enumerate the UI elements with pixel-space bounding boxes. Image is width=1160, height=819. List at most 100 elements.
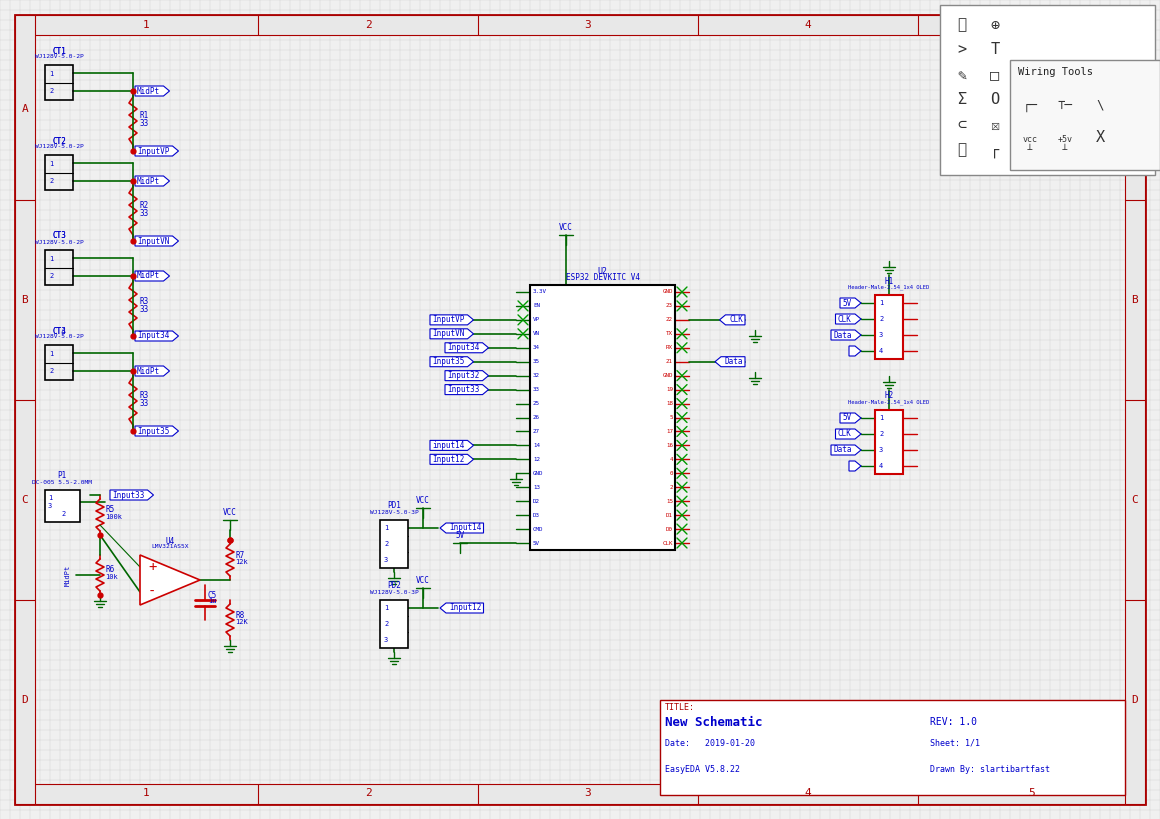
Text: New Schematic: New Schematic bbox=[665, 716, 762, 728]
Text: WJ128V-5.0-2P: WJ128V-5.0-2P bbox=[35, 334, 84, 340]
Text: PD2: PD2 bbox=[387, 581, 401, 590]
Bar bbox=[45, 65, 73, 100]
Text: ☒: ☒ bbox=[991, 117, 1000, 133]
Text: 1: 1 bbox=[48, 495, 52, 501]
Text: MidPt: MidPt bbox=[65, 564, 71, 586]
Text: 2: 2 bbox=[49, 178, 53, 184]
Text: 2: 2 bbox=[384, 621, 389, 627]
Text: R7: R7 bbox=[235, 550, 245, 559]
Polygon shape bbox=[445, 371, 488, 381]
Text: A: A bbox=[22, 104, 28, 114]
Text: C: C bbox=[1132, 495, 1138, 505]
Polygon shape bbox=[135, 146, 179, 156]
Text: 25: 25 bbox=[532, 401, 541, 406]
Text: InputVN: InputVN bbox=[137, 237, 169, 246]
Text: D3: D3 bbox=[532, 513, 541, 518]
Text: Header-Male-2.54_1x4 OLED: Header-Male-2.54_1x4 OLED bbox=[848, 284, 929, 290]
Text: TITLE:: TITLE: bbox=[665, 704, 695, 713]
Polygon shape bbox=[831, 445, 861, 455]
Text: GND: GND bbox=[532, 471, 544, 476]
Polygon shape bbox=[135, 176, 169, 186]
Text: 3: 3 bbox=[384, 557, 389, 563]
Bar bbox=[940, 5, 1155, 175]
Text: 2: 2 bbox=[61, 511, 65, 517]
Text: GND: GND bbox=[662, 289, 673, 295]
Text: 3: 3 bbox=[879, 332, 883, 338]
Text: 4: 4 bbox=[879, 463, 883, 469]
Text: Input12: Input12 bbox=[432, 455, 464, 464]
Text: 3: 3 bbox=[48, 503, 52, 509]
Text: Input12: Input12 bbox=[449, 604, 481, 613]
Text: 3: 3 bbox=[384, 637, 389, 643]
Text: Input33: Input33 bbox=[447, 385, 479, 394]
Text: CT3: CT3 bbox=[52, 232, 66, 241]
Bar bbox=[15, 15, 35, 804]
Text: Header-Male-2.54_1x4 OLED: Header-Male-2.54_1x4 OLED bbox=[848, 399, 929, 405]
Text: 0: 0 bbox=[669, 471, 673, 476]
Text: 33: 33 bbox=[139, 210, 148, 219]
Text: C: C bbox=[22, 495, 28, 505]
Text: VCC: VCC bbox=[416, 496, 430, 505]
Polygon shape bbox=[440, 523, 484, 533]
Bar bbox=[45, 345, 73, 380]
Bar bbox=[1125, 15, 1145, 804]
Text: InputVN: InputVN bbox=[432, 329, 464, 338]
Polygon shape bbox=[849, 346, 861, 356]
Polygon shape bbox=[849, 461, 861, 471]
Text: \: \ bbox=[1096, 98, 1104, 111]
Text: D1: D1 bbox=[666, 513, 673, 518]
Polygon shape bbox=[430, 455, 473, 464]
Bar bbox=[45, 155, 73, 190]
Text: 3: 3 bbox=[585, 20, 592, 30]
Text: Drawn By: slartibartfast: Drawn By: slartibartfast bbox=[930, 766, 1050, 775]
Polygon shape bbox=[835, 314, 861, 324]
Text: CMD: CMD bbox=[532, 527, 544, 532]
Text: B: B bbox=[22, 295, 28, 305]
Polygon shape bbox=[135, 86, 169, 96]
Text: D0: D0 bbox=[666, 527, 673, 532]
Text: CLK: CLK bbox=[662, 541, 673, 545]
Text: 1: 1 bbox=[143, 20, 150, 30]
Polygon shape bbox=[135, 236, 179, 246]
Text: WJ128V-5.0-2P: WJ128V-5.0-2P bbox=[35, 55, 84, 60]
Text: CLK: CLK bbox=[838, 314, 851, 324]
Text: ESP32 DEVKITC V4: ESP32 DEVKITC V4 bbox=[566, 274, 639, 283]
Text: 👋: 👋 bbox=[957, 143, 966, 157]
Text: H1: H1 bbox=[884, 277, 893, 286]
Text: DC-005 5.5-2.0MM: DC-005 5.5-2.0MM bbox=[32, 479, 92, 485]
Text: D2: D2 bbox=[532, 499, 541, 504]
Text: 5V: 5V bbox=[456, 531, 465, 540]
Text: 5: 5 bbox=[1028, 20, 1035, 30]
Text: ┌: ┌ bbox=[991, 143, 1000, 157]
Text: MidPt: MidPt bbox=[137, 87, 160, 96]
Text: 21: 21 bbox=[666, 360, 673, 364]
Text: Input33: Input33 bbox=[113, 491, 144, 500]
Text: R3: R3 bbox=[139, 391, 148, 400]
Text: Sheet: 1/1: Sheet: 1/1 bbox=[930, 739, 980, 748]
Text: ⊕: ⊕ bbox=[991, 17, 1000, 33]
Polygon shape bbox=[430, 441, 473, 450]
Text: 33: 33 bbox=[139, 305, 148, 314]
Text: 1: 1 bbox=[49, 351, 53, 357]
Text: R8: R8 bbox=[235, 610, 245, 619]
Text: 16: 16 bbox=[666, 443, 673, 448]
Text: +5v: +5v bbox=[1058, 135, 1073, 144]
Bar bbox=[380, 600, 408, 648]
Text: 2: 2 bbox=[879, 431, 883, 437]
Text: 12k: 12k bbox=[235, 559, 248, 565]
Polygon shape bbox=[840, 298, 861, 308]
Bar bbox=[15, 784, 1145, 804]
Text: CT3: CT3 bbox=[52, 327, 66, 336]
Text: ⊥: ⊥ bbox=[1027, 142, 1032, 152]
Text: 4: 4 bbox=[805, 788, 811, 798]
Text: CLK: CLK bbox=[730, 315, 744, 324]
Text: 12: 12 bbox=[532, 457, 541, 462]
Polygon shape bbox=[840, 413, 861, 423]
Text: 33: 33 bbox=[532, 387, 541, 392]
Bar bbox=[1010, 60, 1160, 170]
Text: InputVP: InputVP bbox=[137, 147, 169, 156]
Text: 26: 26 bbox=[532, 415, 541, 420]
Bar bbox=[45, 250, 73, 285]
Polygon shape bbox=[835, 429, 861, 439]
Text: Input35: Input35 bbox=[137, 427, 169, 436]
